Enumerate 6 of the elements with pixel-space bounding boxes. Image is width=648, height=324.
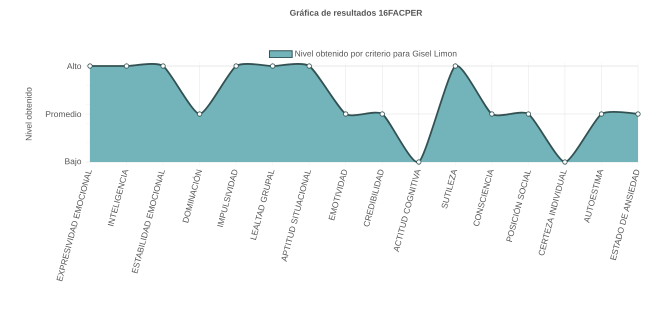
ref-line-label: Promedio (46, 110, 82, 118)
ref-line-label: Bajo (65, 158, 82, 166)
series-label: Nivel obtenido por criterio para Gisel Limon (295, 50, 456, 58)
y-axis-title: Nivel obtenido (25, 88, 32, 140)
ref-line-label: Alto (66, 62, 82, 70)
chart-title: Gráfica de resultados 16FACPER (290, 10, 422, 16)
